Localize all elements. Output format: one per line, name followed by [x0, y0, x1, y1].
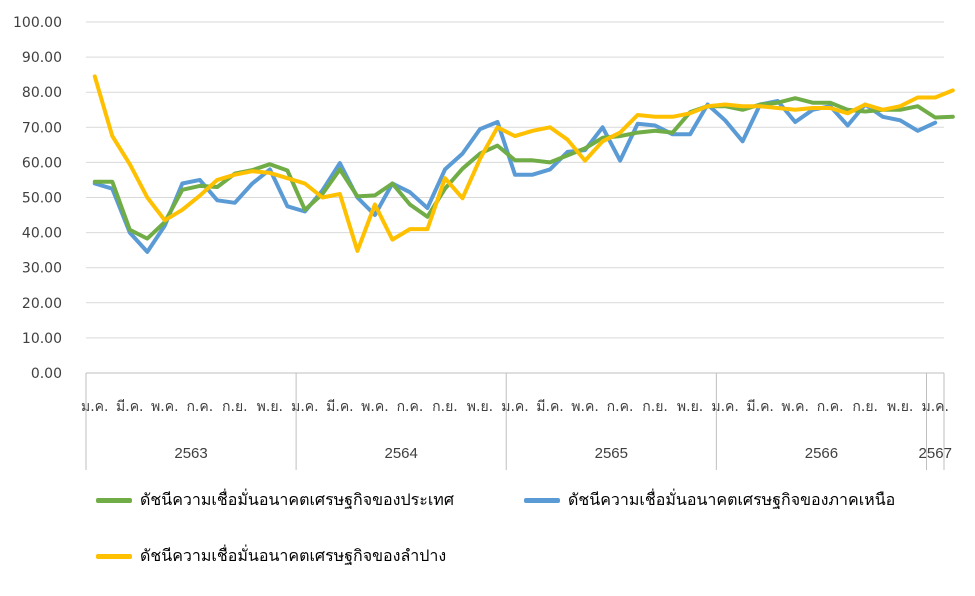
x-tick-label: มี.ค. — [116, 399, 144, 415]
year-label: 2563 — [174, 445, 207, 462]
legend-swatch-north — [524, 498, 560, 503]
x-tick-label: พ.ย. — [677, 399, 703, 415]
y-tick-label: 70.00 — [22, 120, 62, 136]
series-lines — [92, 74, 955, 254]
year-label: 2567 — [919, 445, 952, 462]
x-tick-label: พ.ค. — [151, 399, 179, 415]
x-tick-label: ม.ค. — [81, 399, 109, 415]
x-tick-label: ก.ค. — [817, 399, 844, 415]
year-label: 2566 — [805, 445, 838, 462]
line-chart: 0.00 10.00 20.00 30.00 40.00 50.00 60.00 70.00 8… — [13, 15, 955, 470]
y-axis-tick-labels: 0.00 10.00 20.00 30.00 40.00 50.00 60.00 70.00 8… — [13, 15, 62, 382]
y-tick-label: 0.00 — [31, 366, 62, 382]
x-tick-label: ก.ค. — [607, 399, 634, 415]
series-line-north — [92, 99, 938, 254]
year-label: 2565 — [595, 445, 628, 462]
legend-item-north: ดัชนีความเชื่อมั่นอนาคตเศรษฐกิจของภาคเหน… — [524, 488, 895, 513]
year-label: 2564 — [384, 445, 417, 462]
x-tick-label: ก.ย. — [852, 399, 878, 415]
x-tick-label: ก.ย. — [432, 399, 458, 415]
y-tick-label: 90.00 — [22, 50, 62, 66]
x-axis: ม.ค. มี.ค. พ.ค. ก.ค. ก.ย. พ.ย. ม.ค. มี.ค. พ.ค. ก.… — [81, 372, 952, 470]
y-tick-label: 80.00 — [22, 85, 62, 101]
gridlines — [86, 21, 944, 374]
legend-label-lampang: ดัชนีความเชื่อมั่นอนาคตเศรษฐกิจของลำปาง — [140, 546, 447, 565]
x-tick-label: ม.ค. — [921, 399, 949, 415]
x-tick-label: มี.ค. — [536, 399, 564, 415]
x-tick-label: ม.ค. — [711, 399, 739, 415]
x-tick-label: พ.ค. — [781, 399, 809, 415]
series-line-lampang — [92, 74, 955, 253]
x-tick-label: ก.ย. — [222, 399, 248, 415]
legend: ดัชนีความเชื่อมั่นอนาคตเศรษฐกิจของประเทศ… — [0, 478, 975, 596]
legend-swatch-country — [96, 498, 132, 503]
x-tick-label: พ.ย. — [257, 399, 283, 415]
x-tick-label: มี.ค. — [326, 399, 354, 415]
y-tick-label: 60.00 — [22, 155, 62, 171]
legend-label-country: ดัชนีความเชื่อมั่นอนาคตเศรษฐกิจของประเทศ — [140, 490, 454, 509]
y-tick-label: 50.00 — [22, 191, 62, 207]
y-tick-label: 20.00 — [22, 296, 62, 312]
legend-swatch-lampang — [96, 554, 132, 559]
x-tick-label: ก.ย. — [642, 399, 668, 415]
x-tick-label: ก.ค. — [186, 399, 213, 415]
x-tick-label: พ.ค. — [571, 399, 599, 415]
legend-item-country: ดัชนีความเชื่อมั่นอนาคตเศรษฐกิจของประเทศ — [96, 488, 454, 513]
y-tick-label: 40.00 — [22, 226, 62, 242]
x-tick-label: ก.ค. — [397, 399, 424, 415]
x-tick-label: พ.ย. — [887, 399, 913, 415]
series-line-country — [92, 96, 955, 241]
legend-item-lampang: ดัชนีความเชื่อมั่นอนาคตเศรษฐกิจของลำปาง — [96, 544, 446, 569]
y-tick-label: 30.00 — [22, 261, 62, 277]
x-tick-label: ม.ค. — [501, 399, 529, 415]
x-tick-label: พ.ค. — [361, 399, 389, 415]
x-tick-label: ม.ค. — [291, 399, 319, 415]
y-tick-label: 100.00 — [13, 15, 62, 31]
x-tick-label: มี.ค. — [746, 399, 774, 415]
legend-label-north: ดัชนีความเชื่อมั่นอนาคตเศรษฐกิจของภาคเหน… — [568, 490, 896, 509]
x-tick-label: พ.ย. — [467, 399, 493, 415]
y-tick-label: 10.00 — [22, 331, 62, 347]
